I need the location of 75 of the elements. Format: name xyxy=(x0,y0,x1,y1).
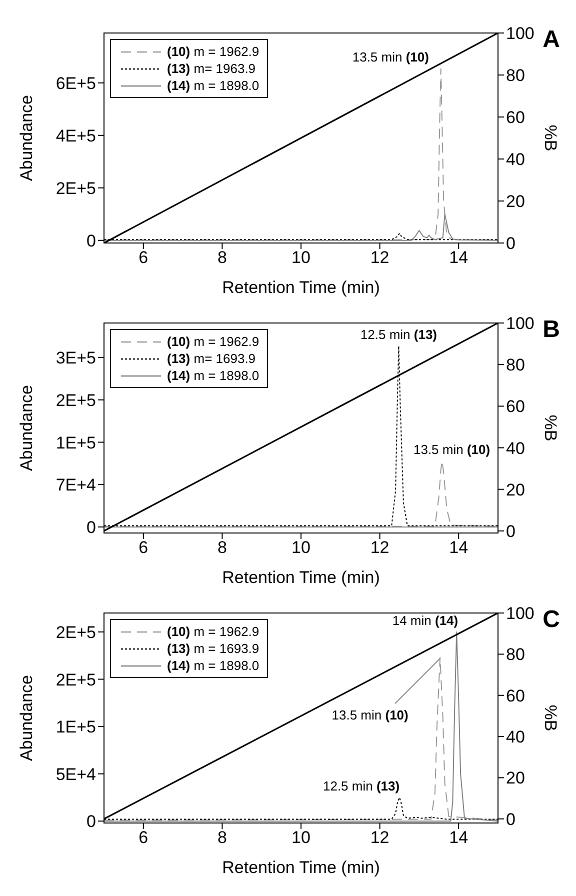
y-tick-label: 6E+5 xyxy=(56,74,96,93)
legend-label: (14) m = 1898.0 xyxy=(167,77,260,94)
x-tick-label: 6 xyxy=(138,538,148,558)
y2-tick-label: 20 xyxy=(506,480,525,500)
y2-tick-label: 40 xyxy=(506,150,525,170)
text: B xyxy=(542,316,560,343)
y2-tick-label: 20 xyxy=(506,192,525,212)
x-tick-label: 10 xyxy=(292,828,310,848)
text: A xyxy=(542,26,560,53)
y2-tick-label: 80 xyxy=(506,66,525,86)
y2-tick-label: 40 xyxy=(506,438,525,458)
x-tick-label: 14 xyxy=(449,538,468,558)
y-tick-label: 3E+5 xyxy=(56,348,96,368)
y-tick-label: 2E+5 xyxy=(56,390,96,410)
text: C xyxy=(542,606,560,633)
y2-tick-label: 0 xyxy=(506,810,516,829)
y2-tick-label: 60 xyxy=(506,397,525,416)
y-axis-title: Abundance xyxy=(17,384,36,472)
x-tick-label: 10 xyxy=(292,248,310,268)
line-series xyxy=(104,214,498,241)
annotation: 14 min (14) xyxy=(392,612,458,628)
y-tick-label: 0 xyxy=(86,812,96,832)
x-tick-label: 6 xyxy=(138,248,148,268)
x-tick-label: 8 xyxy=(217,248,227,268)
y-tick-label: 5E+4 xyxy=(56,764,96,784)
y2-tick-label: 60 xyxy=(506,108,525,128)
x-tick-label: 6 xyxy=(138,828,148,848)
x-axis-title: Retention Time (min) xyxy=(222,278,380,297)
annotation: 13.5 min (10) xyxy=(413,442,490,457)
legend-label: (14) m = 1898.0 xyxy=(167,367,260,384)
x-tick-label: 14 xyxy=(449,828,468,848)
y2-tick-label: 100 xyxy=(506,314,534,334)
y-tick-label: 1E+5 xyxy=(56,433,96,452)
y2-tick-label: 20 xyxy=(506,768,525,788)
y2-tick-label: 0 xyxy=(506,522,516,541)
y-tick-label: 0 xyxy=(86,518,96,537)
legend-label: (13) m= 1693.9 xyxy=(167,350,256,367)
x-tick-label: 12 xyxy=(370,828,390,848)
y2-tick-label: 40 xyxy=(506,728,525,747)
y2-axis-title: %B xyxy=(540,414,560,442)
y-axis-title: Abundance xyxy=(17,94,36,182)
annotation: 12.5 min (13) xyxy=(322,778,400,794)
y2-tick-label: 100 xyxy=(506,24,534,44)
x-tick-label: 8 xyxy=(217,538,227,558)
y-tick-label: 0 xyxy=(86,231,96,250)
legend-label: (10) m = 1962.9 xyxy=(167,333,260,350)
x-tick-label: 10 xyxy=(292,538,310,558)
y2-axis-title: %B xyxy=(540,124,560,152)
annotation: 13.5 min (10) xyxy=(332,707,408,722)
y-tick-label: 2E+5 xyxy=(56,622,96,642)
x-tick-label: 14 xyxy=(449,248,468,268)
y-tick-label: 2E+5 xyxy=(56,670,96,690)
legend-label: (10) m = 1962.9 xyxy=(167,623,260,640)
y-axis-title: Abundance xyxy=(17,674,36,762)
y2-tick-label: 80 xyxy=(506,356,525,375)
annotation: 13.5 min (10) xyxy=(352,50,429,65)
y-tick-label: 1E+5 xyxy=(56,718,96,737)
x-tick-label: 8 xyxy=(217,828,227,848)
legend-label: (14) m = 1898.0 xyxy=(167,657,260,674)
legend-label: (13) m = 1693.9 xyxy=(167,640,260,657)
legend-label: (13) m= 1963.9 xyxy=(167,60,256,77)
legend-label: (10) m = 1962.9 xyxy=(167,43,260,60)
y-tick-label: 4E+5 xyxy=(56,126,96,146)
x-axis-title: Retention Time (min) xyxy=(222,858,380,877)
y2-tick-label: 0 xyxy=(506,234,516,254)
y-tick-label: 2E+5 xyxy=(56,178,96,198)
x-tick-label: 12 xyxy=(370,538,390,558)
y2-tick-label: 80 xyxy=(506,645,525,664)
x-tick-label: 12 xyxy=(370,248,390,268)
x-axis-title: Retention Time (min) xyxy=(222,568,380,587)
annotation: 12.5 min (13) xyxy=(360,326,438,342)
y2-tick-label: 60 xyxy=(506,686,525,706)
y2-tick-label: 100 xyxy=(506,604,534,624)
y-tick-label: 7E+4 xyxy=(56,476,96,495)
y2-axis-title: %B xyxy=(540,704,560,732)
